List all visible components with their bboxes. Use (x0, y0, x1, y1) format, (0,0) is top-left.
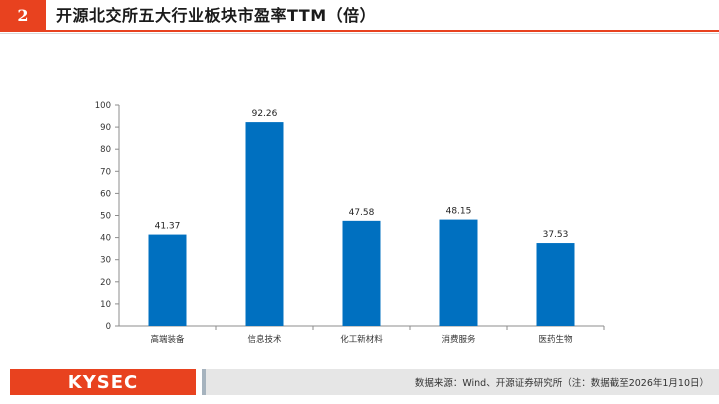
data-source-note: 数据来源：Wind、开源证券研究所（注：数据截至2026年1月10日） (414, 378, 709, 389)
y-tick-label: 100 (95, 101, 111, 111)
bar (342, 220, 381, 326)
x-tick-label: 消费服务 (441, 334, 476, 345)
y-tick-label: 30 (100, 256, 111, 266)
header-divider-secondary (0, 33, 719, 34)
x-tick-label: 高端装备 (150, 334, 185, 345)
bar-value-label: 41.37 (155, 222, 181, 232)
section-number-badge: 2 (0, 0, 46, 30)
bar-value-label: 47.58 (349, 208, 375, 218)
footer-bar: 数据来源：Wind、开源证券研究所（注：数据截至2026年1月10日） (202, 369, 719, 395)
x-tick-label: 化工新材料 (340, 334, 383, 345)
y-tick-label: 90 (100, 123, 111, 133)
page-title: 开源北交所五大行业板块市盈率TTM（倍） (56, 6, 377, 25)
y-tick-label: 50 (100, 212, 111, 222)
y-tick-label: 70 (100, 167, 111, 177)
bar (439, 219, 478, 326)
bar-value-label: 48.15 (446, 207, 472, 217)
header-divider (0, 30, 719, 32)
company-logo: KYSEC (10, 369, 196, 395)
y-tick-label: 10 (100, 300, 111, 310)
bar-value-label: 92.26 (252, 109, 278, 119)
x-tick-label: 医药生物 (538, 334, 573, 345)
y-tick-label: 80 (100, 145, 111, 155)
y-tick-label: 0 (106, 322, 111, 332)
y-tick-label: 20 (100, 278, 111, 288)
bar-value-label: 37.53 (543, 230, 569, 240)
bar (148, 234, 187, 326)
y-tick-label: 60 (100, 189, 111, 199)
x-tick-label: 信息技术 (247, 334, 282, 345)
bar (536, 243, 575, 326)
bar (245, 122, 284, 326)
y-tick-label: 40 (100, 234, 111, 244)
